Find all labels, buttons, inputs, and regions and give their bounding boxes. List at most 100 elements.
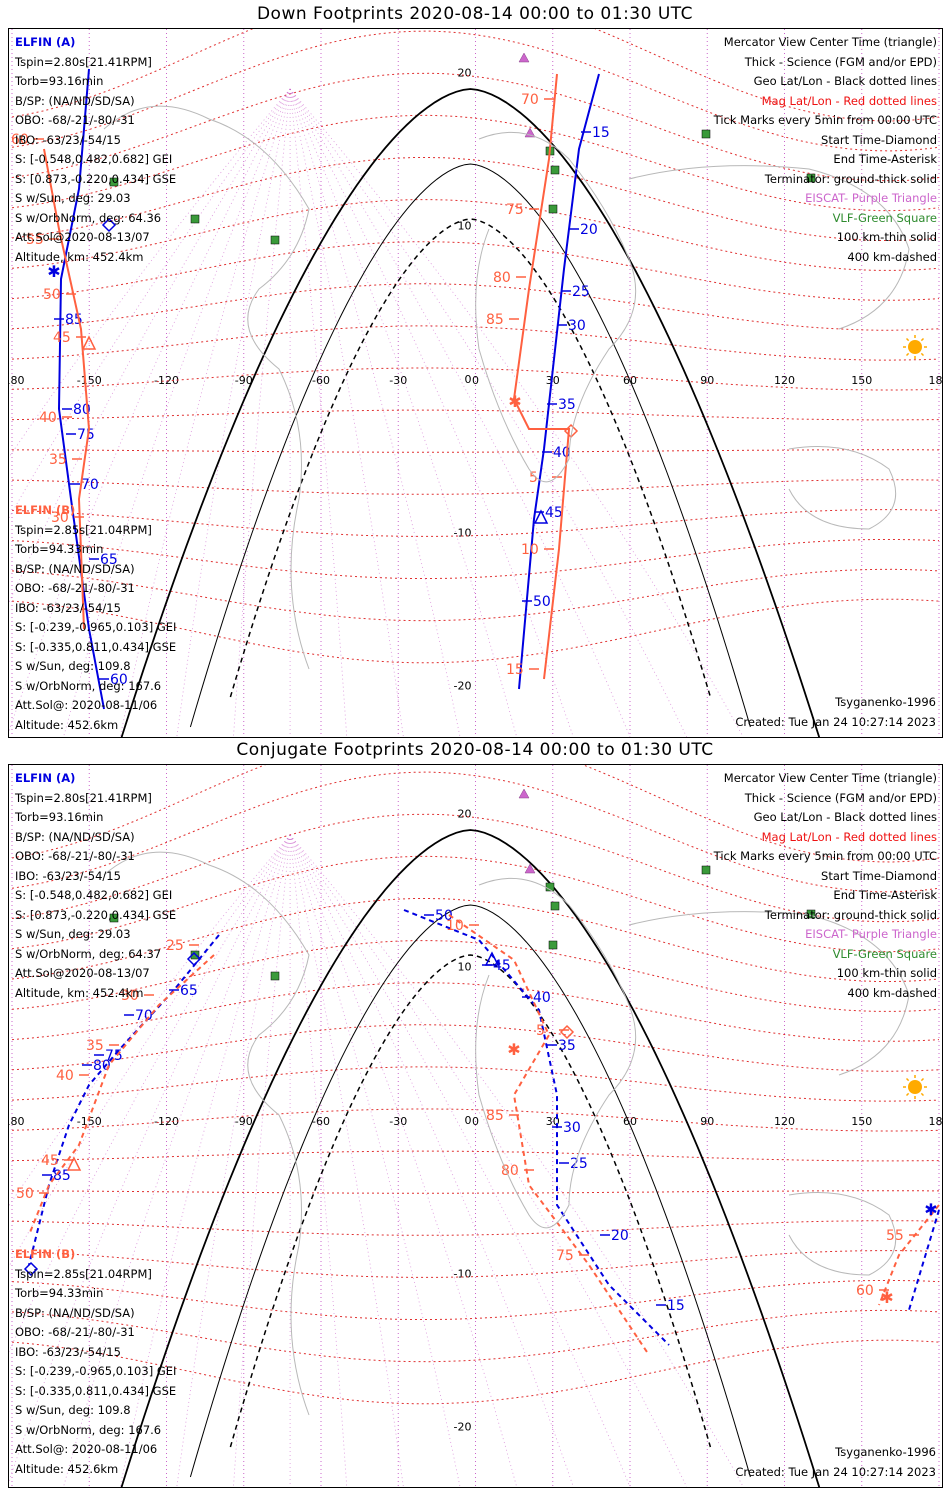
model-label: Tsyganenko-1996 xyxy=(835,695,936,709)
legend-item: Mercator View Center Time (triangle) xyxy=(723,35,937,49)
elfin-b-label: ELFIN (B) xyxy=(15,503,76,517)
elfin-a-tick-label: 15 xyxy=(592,125,610,141)
mag-meridian-line xyxy=(289,88,688,737)
mag-lat-line xyxy=(11,568,940,622)
elfin-b-line: Torb=94.33min xyxy=(15,1286,104,1300)
elfin-b-line: B/SP: (NA/ND/SD/SA) xyxy=(15,1305,135,1320)
mag-meridian-line xyxy=(289,88,744,737)
elfin-a-info: ELFIN (A) Tspin=2.80s[21.41RPM] Torb=93.… xyxy=(15,769,176,1003)
mag-lat-line xyxy=(11,1024,940,1072)
lat-label: -20 xyxy=(454,1421,472,1434)
elfin-a-line: Torb=93.16min xyxy=(15,74,104,88)
elfin-b-label: ELFIN (B) xyxy=(15,1247,76,1261)
mag-lat-line xyxy=(11,598,940,664)
lon-label: -180 xyxy=(9,1115,24,1128)
elfin-a-track-right xyxy=(908,1209,940,1311)
legend-item: 100 km-thin solid xyxy=(836,230,937,244)
elfin-a-line: Att.Sol@2020-08-13/07 xyxy=(15,230,150,244)
elfin-b-track-right xyxy=(878,1204,940,1306)
legend-item: VLF-Green Square xyxy=(832,946,937,961)
sun-ray xyxy=(905,1092,910,1097)
elfin-a-tick-label: 30 xyxy=(563,1120,581,1136)
elfin-a-line: Torb=93.16min xyxy=(15,810,104,824)
elfin-b-tick-label: 35 xyxy=(86,1038,104,1054)
map-canvas: 20 10 0 -10 -20 -180 -150 -120 -90 -60 -30 0 30 60 90 1… xyxy=(9,29,942,737)
sun-icon xyxy=(908,340,922,354)
legend-item: Start Time-Diamond xyxy=(821,132,937,147)
elfin-a-tick-label: 30 xyxy=(568,318,586,334)
lon-label: 0 xyxy=(472,374,479,387)
elfin-a-line: Altitude, km: 452.4km xyxy=(15,249,144,264)
lon-label: 0 xyxy=(472,1115,479,1128)
elfin-a-line: Att.Sol@2020-08-13/07 xyxy=(15,966,150,980)
lon-label: 180 xyxy=(929,1115,943,1128)
elfin-b-info: ELFIN (B) Tspin=2.85s[21.04RPM] Torb=94.… xyxy=(15,501,176,735)
mag-meridian-line xyxy=(289,88,574,737)
legend-item: Geo Lat/Lon - Black dotted lines xyxy=(753,810,937,824)
mag-meridian-line xyxy=(233,834,291,1487)
mag-lat-line xyxy=(11,765,940,863)
elfin-b-line: S w/Sun, deg: 109.8 xyxy=(15,659,131,673)
elfin-b-tick-label: 80 xyxy=(501,1163,519,1179)
mag-meridian-line xyxy=(289,88,631,737)
mag-lat-line xyxy=(11,72,940,182)
lon-label: -150 xyxy=(77,1115,102,1128)
lon-label: 150 xyxy=(851,374,872,387)
elfin-a-tick-label: 20 xyxy=(580,222,598,238)
legend-item: End Time-Asterisk xyxy=(833,152,937,166)
lon-label: -90 xyxy=(235,1115,253,1128)
lon-label: -90 xyxy=(235,374,253,387)
green-square-icon xyxy=(550,165,560,175)
triangle-icon xyxy=(66,1156,82,1171)
panel-title-down: Down Footprints 2020-08-14 00:00 to 01:3… xyxy=(256,4,694,24)
sun-ray xyxy=(920,1077,925,1082)
elfin-a-tick-label: 25 xyxy=(572,284,590,300)
mag-lat-line xyxy=(11,813,940,923)
green-square-icon xyxy=(806,173,816,183)
continent-outline xyxy=(475,877,637,1229)
model-label: Tsyganenko-1996 xyxy=(835,1445,936,1459)
elfin-b-tick-label: 85 xyxy=(486,312,504,328)
sun-ray xyxy=(920,1092,925,1097)
elfin-b-tick-label: 40 xyxy=(39,410,57,426)
elfin-b-tick-label: 25 xyxy=(166,938,184,954)
green-square-icon xyxy=(550,901,560,911)
lon-label: -180 xyxy=(9,374,24,387)
legend-item: 400 km-dashed xyxy=(847,985,937,1000)
lon-label: 90 xyxy=(700,1115,714,1128)
elfin-b-tick-label: 10 xyxy=(521,542,539,558)
lon-label: -30 xyxy=(389,374,407,387)
elfin-a-label: ELFIN (A) xyxy=(15,771,76,785)
elfin-b-tick-label: 60 xyxy=(856,1283,874,1299)
elfin-b-tick-label: 50 xyxy=(16,1186,34,1202)
green-square-icon xyxy=(548,940,558,950)
diamond-icon xyxy=(101,217,117,233)
mag-lat-line xyxy=(11,982,940,1042)
lon-label: 180 xyxy=(929,374,943,387)
elfin-a-tick-label: 20 xyxy=(611,1228,629,1244)
elfin-a-tick-label: 25 xyxy=(570,1156,588,1172)
mag-meridian-line xyxy=(9,834,291,1353)
elfin-b-tick-label: 5 xyxy=(536,1023,545,1039)
mag-meridian-line xyxy=(289,834,404,1487)
lon-label: 150 xyxy=(851,1115,872,1128)
elfin-b-tick-label: 30 xyxy=(51,510,69,526)
mag-lat-line xyxy=(11,199,940,271)
green-square-icon xyxy=(109,177,119,187)
elfin-a-tick-label: 60 xyxy=(110,672,128,688)
elfin-a-line: S: [0.873,-0.220,0.434] GSE xyxy=(15,907,177,922)
elfin-b-line: B/SP: (NA/ND/SD/SA) xyxy=(15,561,135,576)
elfin-b-tick-label: 50 xyxy=(43,287,61,303)
elfin-a-tick-label: 35 xyxy=(558,1038,576,1054)
mag-meridian-line xyxy=(289,834,574,1487)
elfin-a-tick-label: 75 xyxy=(77,427,95,443)
legend-item: Mag Lat/Lon - Red dotted lines xyxy=(761,829,937,844)
green-square-icon xyxy=(190,214,200,224)
elfin-b-tick-label: 85 xyxy=(486,1108,504,1124)
elfin-a-tick-label: 65 xyxy=(100,552,118,568)
terminator-100km xyxy=(189,904,751,1478)
lon-label: -60 xyxy=(312,1115,330,1128)
terminator-ground xyxy=(120,829,821,1487)
lat-label: 0 xyxy=(465,1114,472,1127)
elfin-a-tick-label: 70 xyxy=(81,477,99,493)
